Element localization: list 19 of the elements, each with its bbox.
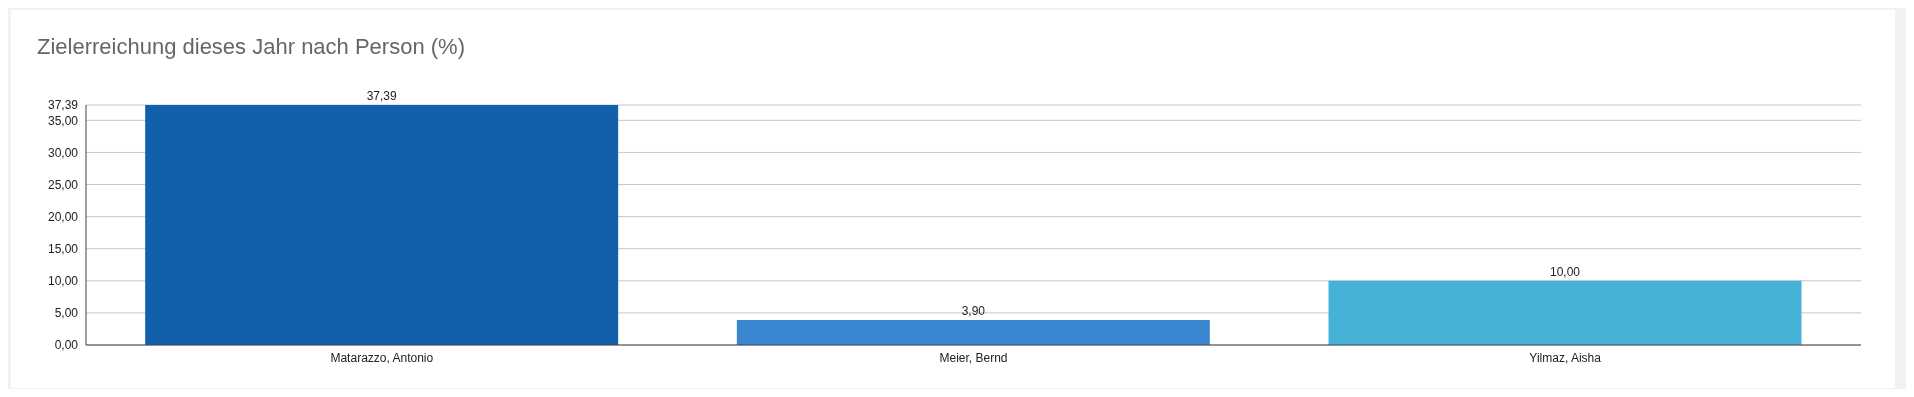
y-tick-label: 37,39	[47, 98, 79, 113]
bar	[145, 105, 619, 345]
x-tick-label: Matarazzo, Antonio	[330, 350, 434, 365]
y-tick-label: 25,00	[47, 177, 79, 192]
bar	[736, 319, 1210, 345]
data-label: 3,90	[961, 303, 986, 318]
data-label: 37,39	[366, 89, 398, 103]
x-tick-label: Meier, Bernd	[939, 350, 1008, 365]
y-tick-label: 5,00	[54, 306, 79, 321]
data-label: 10,00	[1549, 264, 1581, 279]
chart-title: Zielerreichung dieses Jahr nach Person (%)	[37, 34, 465, 60]
y-tick-label: 15,00	[47, 241, 79, 256]
y-tick-label: 35,00	[47, 113, 79, 128]
y-tick-label: 30,00	[47, 145, 79, 160]
bar	[1328, 280, 1802, 345]
y-tick-label: 10,00	[47, 274, 79, 289]
x-tick-label: Yilmaz, Aisha	[1529, 350, 1602, 365]
y-tick-label: 20,00	[47, 209, 79, 224]
y-tick-label: 0,00	[54, 338, 79, 353]
